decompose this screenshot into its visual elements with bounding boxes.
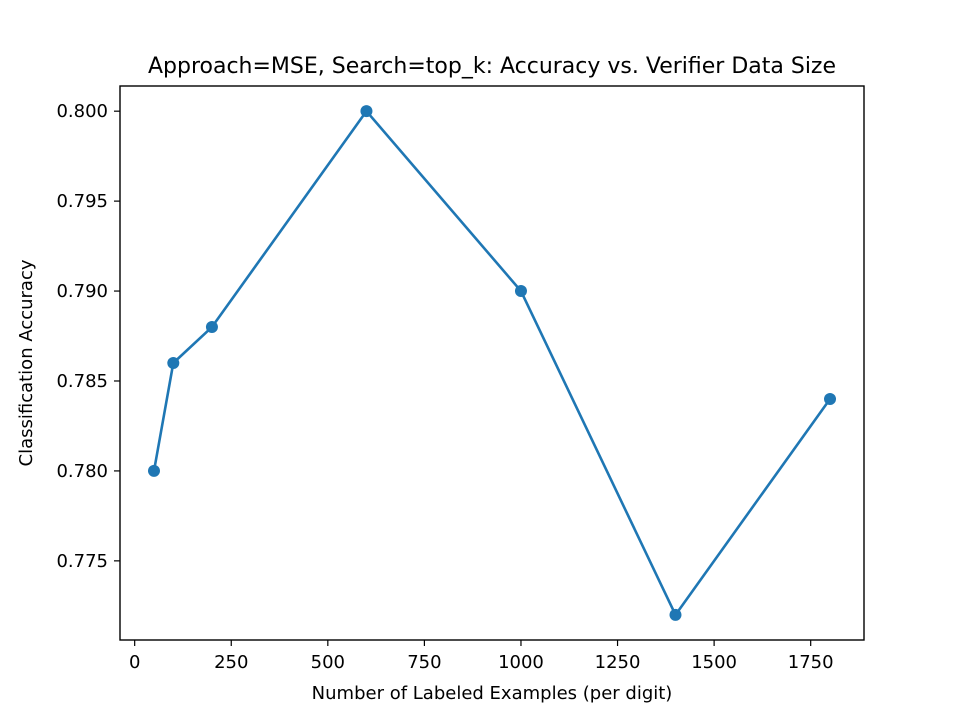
x-tick-label: 1250 xyxy=(595,652,641,673)
data-point xyxy=(514,285,527,298)
x-tick-label: 500 xyxy=(311,652,345,673)
x-tick-label: 250 xyxy=(214,652,248,673)
x-axis-label: Number of Labeled Examples (per digit) xyxy=(312,683,673,704)
y-axis: 0.775 0.780 0.785 0.790 0.795 0.800 xyxy=(56,101,120,572)
chart-title: Approach=MSE, Search=top_k: Accuracy vs.… xyxy=(148,54,836,79)
data-point xyxy=(669,608,682,621)
y-tick-label: 0.785 xyxy=(56,371,108,392)
y-tick-label: 0.790 xyxy=(56,281,108,302)
x-tick-label: 1500 xyxy=(691,652,737,673)
x-tick-label: 750 xyxy=(407,652,441,673)
data-point xyxy=(824,392,837,405)
series-layer xyxy=(147,105,837,621)
x-tick-label: 1000 xyxy=(498,652,544,673)
x-tick-label: 0 xyxy=(129,652,140,673)
y-tick-label: 0.800 xyxy=(56,101,108,122)
x-axis: 0 250 500 750 1000 1250 1500 1750 xyxy=(129,640,834,673)
data-point xyxy=(205,321,218,334)
x-tick-label: 1750 xyxy=(788,652,834,673)
data-point xyxy=(167,357,180,369)
y-axis-label: Classification Accuracy xyxy=(16,259,37,466)
y-tick-label: 0.795 xyxy=(56,191,108,212)
plot-area xyxy=(119,85,865,641)
data-point xyxy=(147,464,160,477)
data-point xyxy=(360,105,373,118)
plot-frame xyxy=(119,85,865,641)
y-tick-label: 0.775 xyxy=(56,551,108,572)
y-tick-label: 0.780 xyxy=(56,461,108,482)
